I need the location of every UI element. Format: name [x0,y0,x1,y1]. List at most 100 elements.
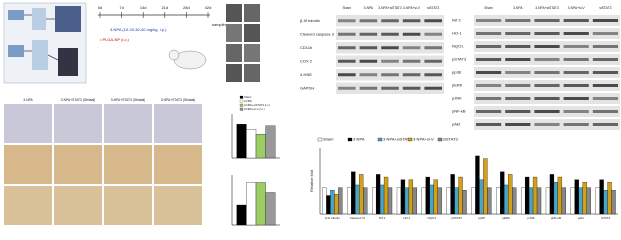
blot-band [534,110,560,113]
blot-band [505,97,531,100]
x-tick-label: NQO1 [427,216,436,220]
blot-column: siSTAT3 [599,6,611,10]
blot-band [476,58,502,61]
blot-band [563,123,589,126]
blot-band [359,73,378,77]
blot-band [476,45,502,48]
bar [458,176,463,215]
blot-band [476,123,502,126]
bar [574,179,579,215]
blot-band [592,123,618,126]
bar [338,187,343,215]
legend-swatch [239,103,244,107]
bar [383,176,389,215]
bar [508,174,513,215]
blot-band [359,46,378,50]
blot-band [505,58,531,61]
blot-band [534,84,560,87]
bar [557,176,563,215]
legend-swatch [407,137,413,142]
blot-column: 3-NPA+si-V [403,6,421,10]
blot-row-label: pp38 [452,70,462,75]
bar [322,187,327,215]
blot-band [563,58,589,61]
bar [483,158,488,215]
bar [255,182,266,226]
bar [549,174,555,215]
x-tick-label: HO-1 [403,216,410,220]
bar [471,187,476,215]
x-tick-label: pAkt [578,216,584,220]
x-tick-label: pNF-κB [551,216,561,220]
blot-band [505,123,531,126]
blot-band [424,59,442,63]
x-tick-label: β-III tubulin [325,216,340,220]
bar [450,174,455,215]
legend-label: Sham [244,95,252,99]
bar [246,129,257,159]
timeline-day: 21d [161,5,168,10]
legend-swatch [377,137,383,142]
treatment: 3-NPA (10-20-30-40 mg/kg, i.p.) [110,27,167,32]
blot-band [381,86,399,90]
blot-band [592,71,618,74]
blot-band [338,46,356,50]
legend-label: 3-NPA+si-V (i.c.) [244,107,265,111]
blot-band [381,46,399,50]
blot-band [563,71,589,74]
blot-band [592,110,618,113]
bar [375,174,381,215]
bar [446,187,451,215]
blot-band [592,45,618,48]
blot-band [402,59,421,63]
legend-swatch [347,137,353,142]
blot-row-label: pERK [452,83,463,88]
timeline-end: sampling [212,22,228,27]
blot-row-label: NQO1 [452,44,464,49]
blot-column: 3-NPA+siSTAT3 [378,6,402,10]
blot-row-label: COX 2 [300,58,313,63]
figure: sampling 3-NPA (10-20-30-40 mg/kg, i.p.)… [3,2,620,226]
bar [412,187,418,215]
blot-band [402,46,421,50]
histology-label: 3-NPA+STAT3 (Striatal) [61,98,96,102]
bar [475,155,480,215]
blot-band [402,73,421,77]
histology-image [54,104,102,143]
blot-band [476,19,502,22]
bar [500,171,505,215]
bar [532,176,538,215]
blot-band [563,19,589,22]
blot-band [505,110,531,113]
bar [462,190,467,215]
legend-label: Sham [323,137,334,142]
bar [582,182,587,215]
bar [599,179,604,215]
blot-band [563,84,589,87]
bar [586,187,591,215]
legend-swatch [437,137,443,142]
histology-label: 3-NPA [23,98,33,102]
bar [359,174,364,215]
blot-column: 3-NPA [364,6,374,10]
bar [521,187,526,215]
bar [363,187,368,215]
legend-label: siSTAT3 [443,137,459,142]
histology-label: 3-NPA+STAT3 (Striatal) [111,98,146,102]
blot-band [505,84,531,87]
blot-row-label: pJNK [452,96,462,101]
bar [595,187,600,215]
bar [371,187,377,215]
bar [330,190,335,215]
blot-band [563,97,589,100]
bar [454,187,459,215]
x-tick-label: pERK [502,216,510,220]
histology-label: 3-NPA+STAT3 (Striatal) [161,98,196,102]
blot-band [476,71,502,74]
timeline-day: 42d [205,5,212,10]
blot-band [338,59,356,63]
blot-band [505,32,531,35]
blot-band [381,73,399,77]
blot-band [402,19,421,23]
timeline-day: 14d [140,5,147,10]
